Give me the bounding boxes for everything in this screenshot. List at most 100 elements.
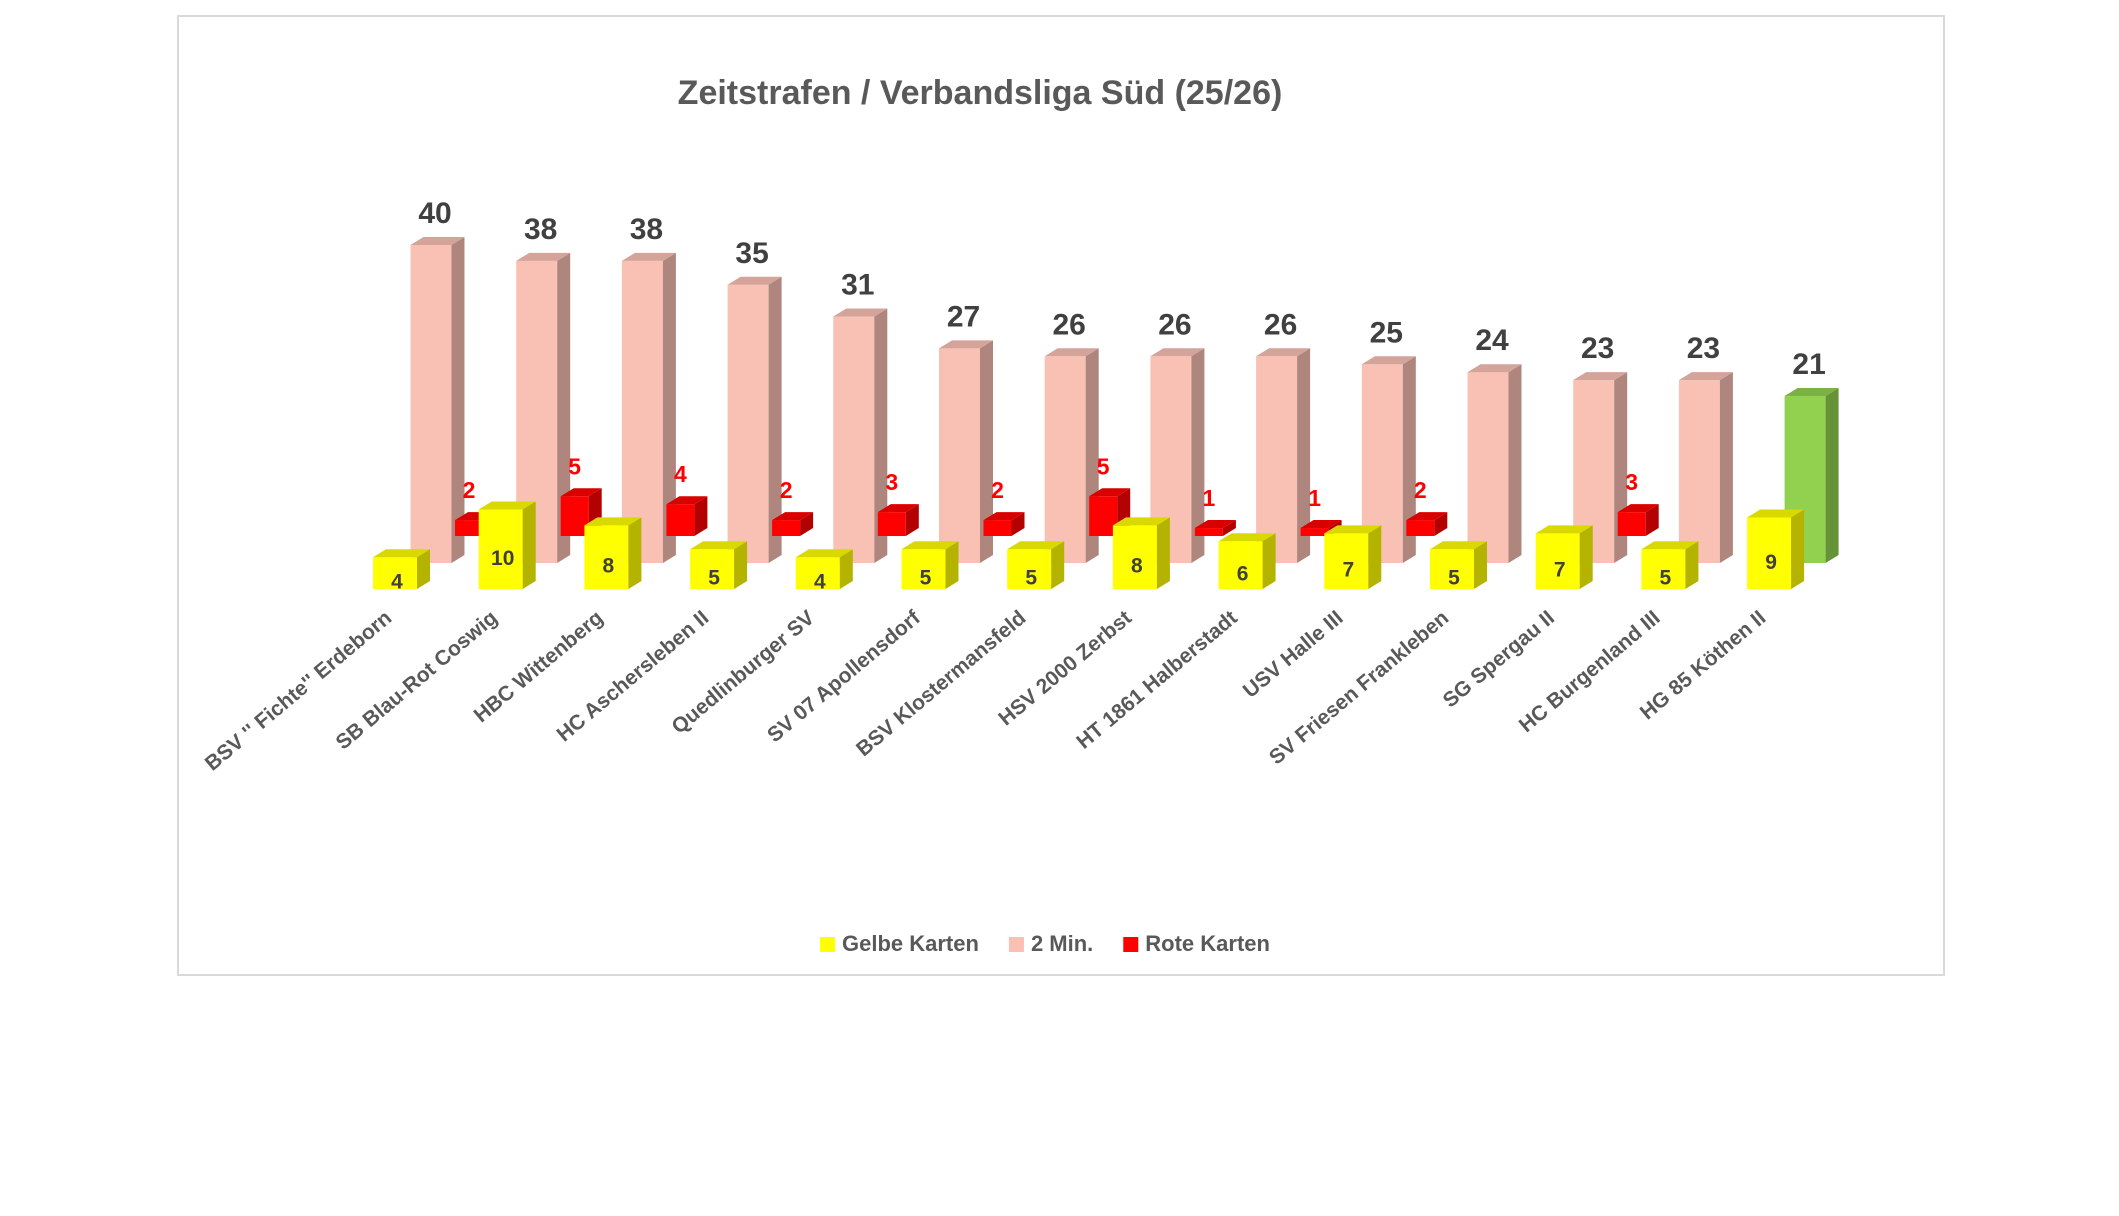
bar-red-front: [1406, 520, 1435, 536]
bar-red-front: [1194, 528, 1223, 536]
legend-swatch: [820, 937, 835, 952]
bar-2min: [1467, 364, 1522, 563]
bar-2min-top: [621, 252, 676, 261]
bar-yellow-side: [522, 501, 536, 589]
bar-yellow-side: [1579, 525, 1593, 589]
bar-red-top: [983, 512, 1025, 521]
bar-yellow-top: [1324, 525, 1382, 534]
bar-yellow-top: [584, 517, 642, 526]
bar-red-side: [800, 512, 814, 536]
bar-yellow-side: [1474, 541, 1487, 589]
bar-red-front: [983, 520, 1012, 536]
value-label: 2: [991, 477, 1004, 503]
bar-red: [666, 496, 708, 536]
bar-red-top: [666, 496, 708, 505]
bar-red-top: [560, 488, 602, 497]
bar-yellow-front: [478, 509, 523, 589]
bar-yellow-front: [1747, 517, 1792, 589]
bar-yellow-top: [1430, 541, 1487, 550]
value-label: 38: [630, 213, 663, 246]
bar-red: [772, 512, 814, 536]
value-label: 9: [1765, 551, 1777, 574]
bar-2min: [621, 252, 676, 563]
bar-yellow-front: [1641, 549, 1686, 589]
bar-2min: [833, 308, 888, 563]
bar-red: [877, 504, 919, 536]
bar-yellow-side: [734, 541, 748, 589]
bar-2min-front: [1467, 372, 1509, 563]
bar-red-top: [877, 504, 919, 513]
bar-red-side: [1222, 520, 1236, 536]
bar-2min-side: [1191, 348, 1205, 563]
bar-2min: [1784, 388, 1839, 563]
value-label: 7: [1554, 559, 1566, 582]
legend-label: 2 Min.: [1031, 931, 1093, 956]
bar-red-top: [772, 512, 814, 521]
bar-yellow: [1112, 517, 1170, 589]
value-label: 5: [1097, 453, 1110, 479]
bar-red-front: [772, 520, 801, 536]
legend-swatch: [1123, 937, 1139, 952]
bar-yellow-side: [1791, 509, 1805, 589]
bar-yellow: [1535, 525, 1593, 589]
bar-yellow-front: [584, 525, 629, 589]
bar-red-side: [1011, 512, 1025, 536]
bar-red-side: [1434, 512, 1448, 536]
bar-2min-top: [1150, 348, 1205, 357]
bar-yellow-top: [1218, 533, 1276, 542]
value-label: 5: [1660, 567, 1672, 590]
bar-2min-side: [557, 252, 571, 563]
bar-yellow-top: [690, 541, 748, 550]
value-label: 5: [1025, 567, 1037, 590]
bar-red-top: [1089, 488, 1131, 497]
bar-2min-top: [1573, 372, 1628, 381]
value-label: 40: [418, 197, 451, 230]
bar-red-front: [877, 512, 906, 536]
bar-2min-top: [1361, 356, 1416, 365]
bar-yellow-front: [795, 557, 840, 589]
value-label: 8: [1131, 555, 1143, 578]
bar-yellow-top: [1007, 541, 1065, 550]
bar-2min-top: [727, 276, 782, 285]
bar-yellow: [584, 517, 642, 589]
bar-2min-front: [1678, 380, 1720, 563]
bar-2min-front: [1044, 356, 1086, 563]
bar-yellow-side: [1051, 541, 1065, 589]
value-label: 5: [568, 453, 581, 479]
bar-yellow: [901, 541, 959, 589]
bar-red-side: [694, 496, 708, 536]
bar-2min-front: [833, 316, 875, 563]
value-label: 24: [1475, 324, 1509, 357]
bar-yellow: [373, 549, 430, 589]
bar-yellow: [1747, 509, 1805, 589]
legend-swatch: [1008, 937, 1024, 952]
value-label: 2: [1414, 477, 1427, 503]
bar-yellow-top: [478, 501, 536, 510]
bar-yellow: [1324, 525, 1382, 589]
bar-red: [1617, 504, 1659, 536]
value-label: 10: [491, 547, 514, 570]
bar-yellow-front: [1112, 525, 1157, 589]
value-label: 5: [708, 567, 720, 590]
bar-yellow: [1007, 541, 1065, 589]
bar-red: [1406, 512, 1448, 536]
bar-2min-side: [980, 340, 993, 563]
legend-label: Gelbe Karten: [842, 931, 979, 956]
bar-red-front: [666, 504, 695, 536]
bar-2min-side: [1719, 372, 1733, 563]
bar-yellow: [478, 501, 536, 589]
bar-2min-top: [1784, 388, 1839, 397]
bar-yellow: [795, 549, 853, 589]
value-label: 23: [1581, 332, 1614, 365]
value-label: 4: [391, 571, 403, 594]
bar-yellow-top: [901, 541, 959, 550]
bar-red-front: [1089, 496, 1118, 536]
value-label: 1: [1203, 485, 1216, 511]
bar-red-top: [1617, 504, 1659, 513]
bar-yellow: [1430, 541, 1487, 589]
bar-2min-front: [727, 284, 769, 563]
bar-2min-side: [1825, 388, 1839, 563]
bar-yellow: [1218, 533, 1276, 589]
bar-yellow-top: [1641, 541, 1699, 550]
bar-red-top: [1406, 512, 1448, 521]
